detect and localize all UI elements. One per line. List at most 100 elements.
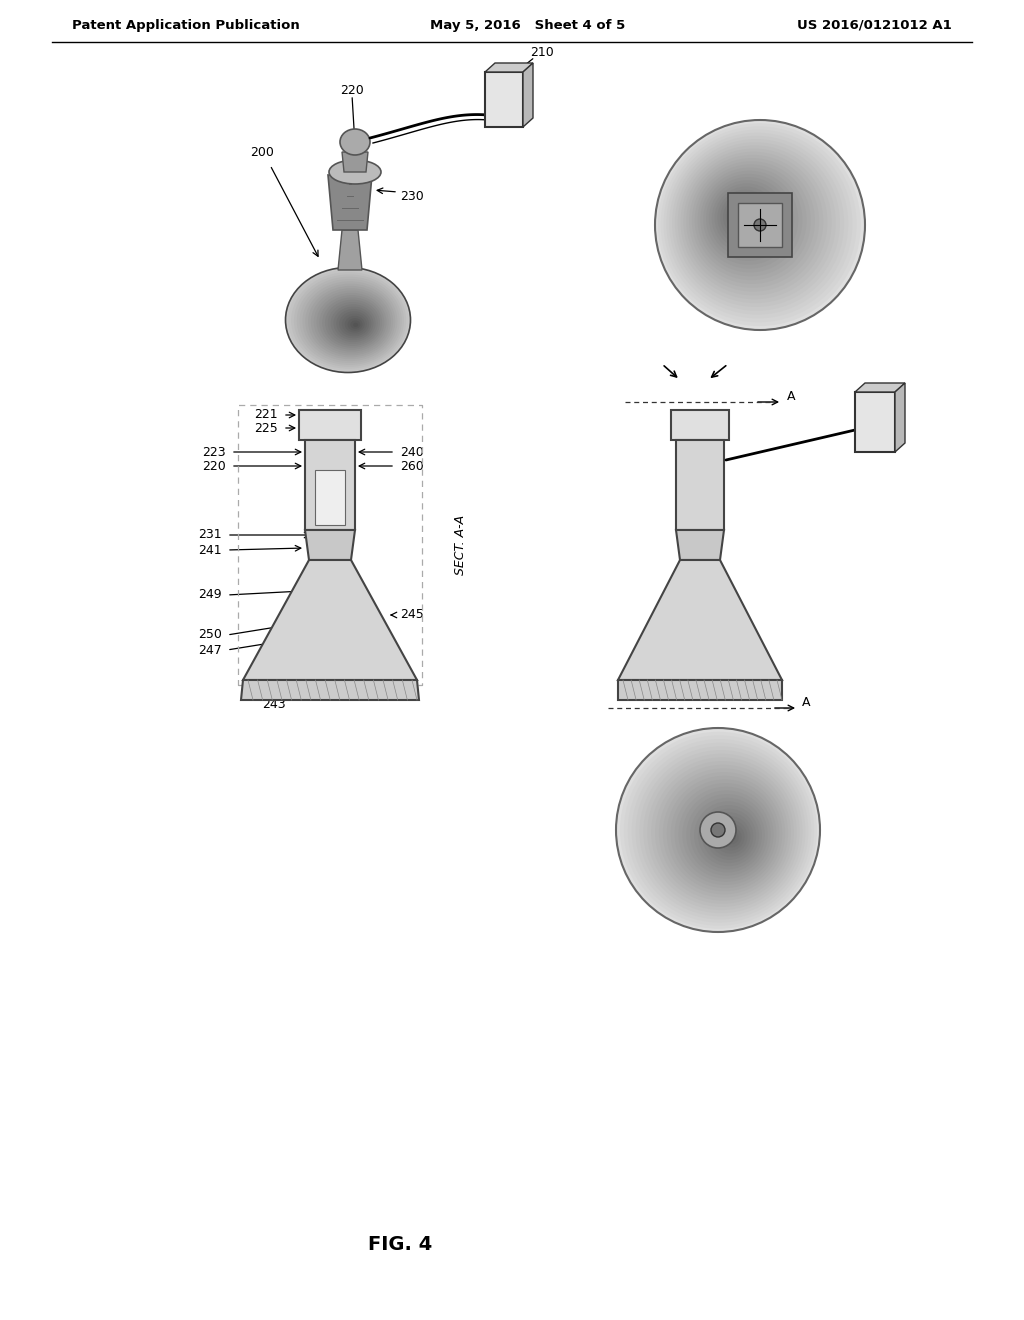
Ellipse shape	[300, 279, 399, 363]
Ellipse shape	[308, 286, 393, 358]
Text: May 5, 2016   Sheet 4 of 5: May 5, 2016 Sheet 4 of 5	[430, 18, 626, 32]
Circle shape	[686, 795, 768, 875]
Text: 240: 240	[400, 446, 424, 458]
Circle shape	[628, 739, 811, 923]
Circle shape	[620, 731, 817, 929]
Ellipse shape	[294, 275, 403, 367]
Polygon shape	[738, 203, 782, 247]
Circle shape	[729, 202, 757, 230]
Polygon shape	[328, 176, 372, 230]
Text: US 2016/0121012 A1: US 2016/0121012 A1	[798, 18, 952, 32]
Ellipse shape	[339, 312, 369, 337]
Polygon shape	[676, 531, 724, 560]
Polygon shape	[676, 440, 724, 531]
Ellipse shape	[311, 288, 391, 355]
Circle shape	[725, 830, 738, 845]
Circle shape	[711, 822, 725, 837]
Text: 225: 225	[254, 421, 278, 434]
Circle shape	[682, 791, 771, 879]
Circle shape	[706, 812, 754, 859]
Text: Patent Application Publication: Patent Application Publication	[72, 18, 300, 32]
Polygon shape	[243, 560, 417, 680]
Ellipse shape	[345, 315, 365, 333]
Text: 223: 223	[203, 446, 226, 458]
Polygon shape	[315, 470, 345, 525]
Circle shape	[624, 735, 814, 925]
Text: 230: 230	[400, 190, 424, 203]
Circle shape	[718, 190, 773, 246]
Circle shape	[664, 129, 853, 318]
Circle shape	[663, 772, 785, 895]
Text: 231: 231	[199, 528, 222, 541]
Circle shape	[706, 177, 790, 261]
Text: 210: 210	[530, 45, 554, 58]
Text: 245: 245	[400, 609, 424, 622]
Circle shape	[700, 812, 736, 847]
Circle shape	[647, 758, 797, 907]
Circle shape	[689, 158, 815, 284]
Circle shape	[720, 193, 769, 242]
Ellipse shape	[331, 305, 376, 342]
Ellipse shape	[289, 269, 409, 371]
Circle shape	[632, 743, 808, 920]
Circle shape	[715, 186, 777, 249]
Polygon shape	[241, 680, 419, 700]
Circle shape	[658, 768, 788, 898]
Polygon shape	[671, 411, 729, 440]
Ellipse shape	[334, 306, 374, 341]
Circle shape	[639, 750, 803, 913]
Circle shape	[694, 164, 807, 276]
Circle shape	[731, 206, 753, 227]
Circle shape	[734, 209, 749, 223]
Circle shape	[726, 199, 761, 234]
Circle shape	[712, 183, 781, 253]
Polygon shape	[305, 440, 355, 531]
Ellipse shape	[323, 297, 382, 347]
Polygon shape	[305, 531, 355, 560]
Polygon shape	[485, 63, 534, 73]
Circle shape	[754, 219, 766, 231]
Ellipse shape	[328, 302, 378, 345]
Ellipse shape	[305, 284, 395, 359]
Circle shape	[723, 195, 765, 238]
Circle shape	[675, 783, 776, 884]
Text: 233: 233	[262, 684, 286, 697]
Polygon shape	[855, 392, 895, 451]
Circle shape	[655, 120, 865, 330]
Circle shape	[651, 762, 794, 904]
Polygon shape	[618, 680, 782, 700]
Ellipse shape	[302, 281, 397, 362]
Circle shape	[709, 180, 785, 257]
Text: 221: 221	[254, 408, 278, 421]
Text: 243: 243	[262, 698, 286, 711]
Ellipse shape	[336, 309, 372, 338]
Circle shape	[710, 816, 751, 857]
Circle shape	[671, 779, 779, 888]
Ellipse shape	[313, 290, 389, 354]
Polygon shape	[342, 152, 368, 172]
Polygon shape	[485, 73, 523, 127]
Polygon shape	[728, 193, 792, 257]
Text: A: A	[802, 697, 811, 710]
Circle shape	[714, 820, 748, 854]
Polygon shape	[299, 411, 361, 440]
Circle shape	[683, 152, 823, 292]
Ellipse shape	[297, 277, 401, 364]
Text: FIG. 4: FIG. 4	[368, 1236, 432, 1254]
Circle shape	[643, 754, 800, 909]
Circle shape	[678, 787, 773, 882]
Circle shape	[701, 809, 756, 863]
Ellipse shape	[316, 293, 386, 351]
Circle shape	[721, 828, 741, 847]
Text: 250: 250	[198, 628, 222, 642]
Circle shape	[636, 746, 806, 916]
Ellipse shape	[325, 300, 380, 346]
Text: A: A	[787, 391, 796, 404]
Ellipse shape	[353, 322, 358, 327]
Text: 220: 220	[340, 83, 364, 96]
Circle shape	[700, 170, 799, 269]
Circle shape	[694, 801, 762, 870]
Ellipse shape	[350, 321, 360, 329]
Circle shape	[675, 143, 836, 304]
Ellipse shape	[342, 314, 367, 334]
